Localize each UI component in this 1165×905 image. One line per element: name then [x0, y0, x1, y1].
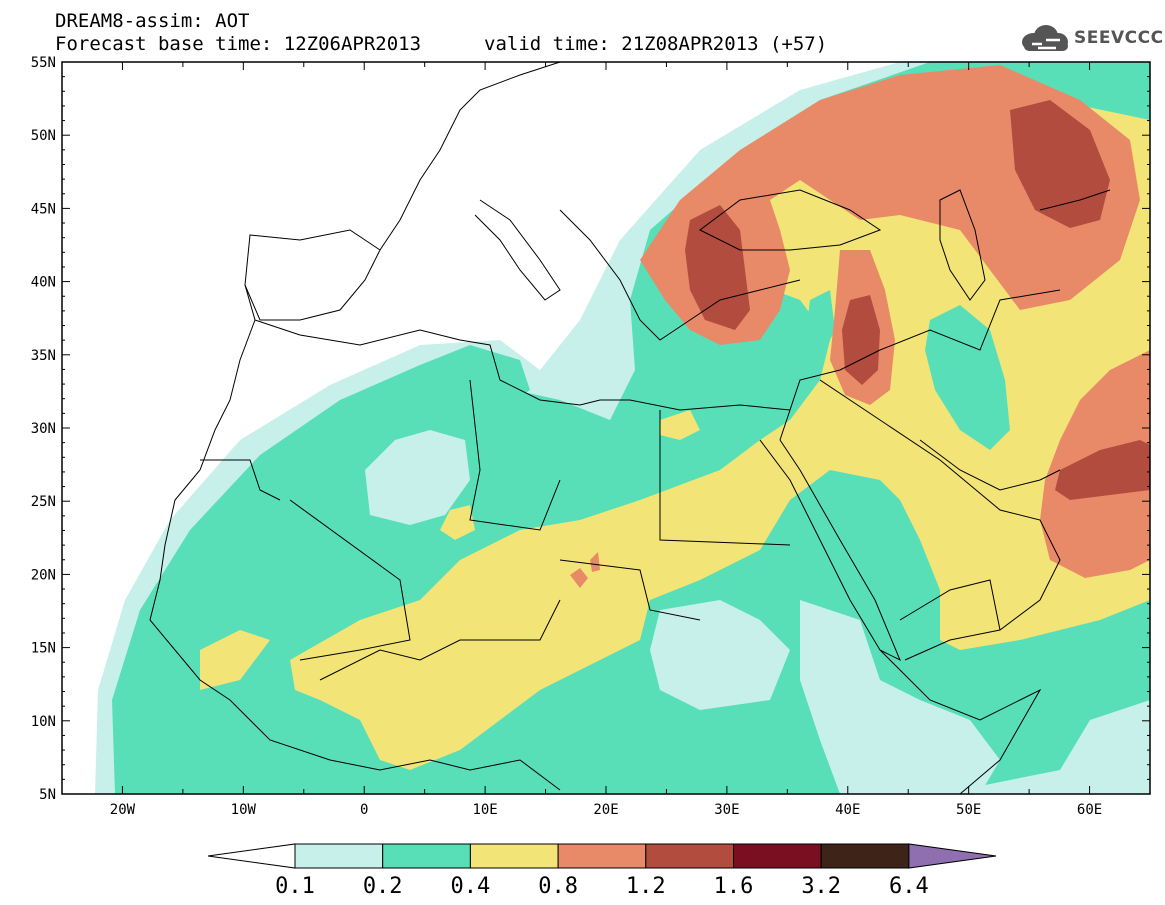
aot-pocket-green-levant — [805, 290, 835, 360]
aot-band-0.4-blob-libya — [660, 410, 700, 440]
colorbar-label: 0.2 — [363, 874, 403, 899]
lon-tick-label: 20E — [593, 802, 618, 818]
lon-tick-label: 50E — [956, 802, 981, 818]
logo-text: SEEVCCC — [1074, 28, 1164, 48]
colorbar-segment — [820, 843, 910, 869]
colorbar-segment — [294, 843, 384, 869]
valid-time: valid time: 21Z08APR2013 (+57) — [484, 33, 828, 55]
title-line-1: DREAM8-assim: AOT — [55, 10, 250, 32]
lat-tick-label: 50N — [31, 128, 56, 144]
lat-tick-label: 55N — [31, 55, 56, 71]
colorbar-segment — [557, 843, 647, 869]
colorbar-arrow-right — [908, 843, 997, 869]
lon-tick-label: 10W — [231, 802, 257, 818]
lon-tick-label: 30E — [714, 802, 739, 818]
colorbar-label: 0.8 — [538, 874, 578, 899]
colorbar: 0.1 0.2 0.4 0.8 1.2 1.6 3.2 6.4 — [207, 843, 997, 899]
coastlines — [149, 62, 1111, 794]
lat-tick-label: 45N — [31, 201, 56, 217]
aot-pocket-green-iran — [925, 305, 1010, 450]
colorbar-arrow-left — [207, 843, 296, 869]
aot-hole-cyan-sahara — [365, 430, 470, 525]
lat-tick-label: 20N — [31, 567, 56, 583]
lat-tick-label: 5N — [39, 787, 56, 803]
lon-tick-label: 20W — [110, 802, 136, 818]
colorbar-label: 0.1 — [275, 874, 315, 899]
lon-tick-label: 60E — [1077, 802, 1102, 818]
colorbar-label: 1.2 — [626, 874, 666, 899]
forecast-base-time: Forecast base time: 12Z06APR2013 — [55, 33, 422, 55]
lat-tick-label: 30N — [31, 421, 56, 437]
aot-band-1.2-syria — [842, 295, 880, 385]
colorbar-segment — [469, 843, 559, 869]
cloud-icon — [1022, 25, 1068, 51]
seevccc-logo: SEEVCCC — [1016, 22, 1163, 56]
colorbar-segment — [382, 843, 471, 869]
lat-tick-label: 15N — [31, 641, 56, 657]
aot-band-0.4-blob-chad — [440, 505, 475, 540]
lat-tick-label: 40N — [31, 275, 56, 291]
colorbar-label: 3.2 — [801, 874, 841, 899]
colorbar-segment — [733, 843, 822, 869]
aot-band-0.4 — [200, 95, 1150, 770]
aot-field — [62, 62, 1150, 794]
aot-band-1.2-kazakhstan — [1010, 100, 1110, 228]
aot-band-0.8-sudan-spot — [570, 552, 600, 588]
lon-tick-label: 40E — [835, 802, 860, 818]
aot-hole-cyan-east-africa — [650, 600, 790, 710]
aot-band-1.2-turkey — [685, 205, 750, 330]
lat-tick-label: 35N — [31, 348, 56, 364]
aot-hole-cyan-horn — [800, 600, 1000, 794]
aot-band-1.2-gulf — [1055, 440, 1150, 500]
lat-tick-label: 25N — [31, 494, 56, 510]
axis-ticks: 20W 10W 0 10E 20E 30E 40E 50E 60E 5N 10N 15N 20N 25N 3… — [31, 55, 1151, 818]
lon-tick-label: 0 — [360, 802, 368, 818]
lat-tick-label: 10N — [31, 714, 56, 730]
lon-tick-label: 10E — [472, 802, 497, 818]
colorbar-label: 0.4 — [451, 874, 491, 899]
colorbar-segment — [645, 843, 734, 869]
colorbar-label: 6.4 — [889, 874, 929, 899]
colorbar-label: 1.6 — [714, 874, 754, 899]
